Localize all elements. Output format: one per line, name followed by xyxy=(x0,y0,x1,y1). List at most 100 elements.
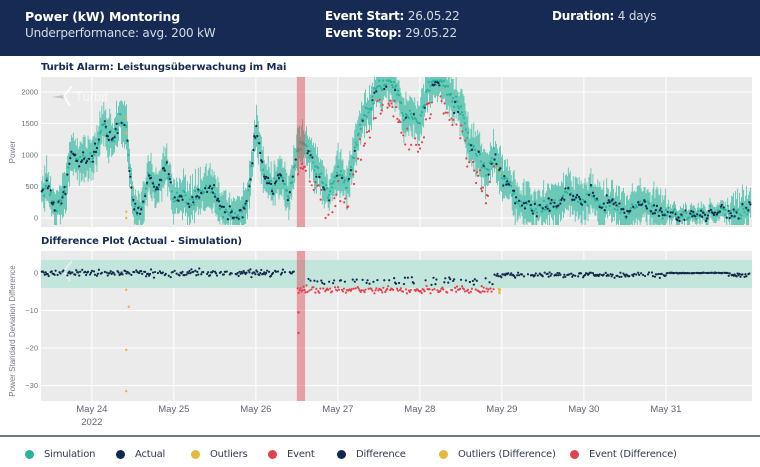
event-difference-point xyxy=(306,290,309,294)
actual-point xyxy=(602,202,605,205)
simulation-point xyxy=(116,128,119,131)
event-point xyxy=(451,123,454,127)
simulation-point xyxy=(363,114,366,117)
outlier-difference-point xyxy=(125,348,128,352)
legend-item[interactable]: Event (Difference) xyxy=(570,445,677,463)
event-point xyxy=(400,131,403,134)
difference-point xyxy=(68,270,71,273)
difference-point xyxy=(71,271,74,274)
event-point xyxy=(324,216,327,220)
difference-point xyxy=(280,271,284,274)
event-window-band-difference xyxy=(296,251,306,401)
simulation-point xyxy=(293,164,296,167)
event-point xyxy=(389,99,392,102)
actual-point xyxy=(57,200,60,203)
simulation-point xyxy=(113,134,116,137)
event-difference-point xyxy=(305,284,308,287)
xtick-label: May 28 xyxy=(404,404,435,415)
xtick-label: May 25 xyxy=(158,404,189,415)
simulation-point xyxy=(300,142,303,145)
simulation-point xyxy=(268,179,271,183)
simulation-point xyxy=(740,214,743,217)
difference-point xyxy=(147,272,150,275)
simulation-point xyxy=(414,118,417,121)
event-point xyxy=(334,204,337,208)
legend-item[interactable]: Event xyxy=(268,445,315,463)
simulation-point xyxy=(686,218,689,221)
simulation-point xyxy=(480,166,483,169)
simulation-point xyxy=(647,202,651,205)
difference-point xyxy=(660,272,663,275)
difference-point xyxy=(196,270,199,273)
actual-point xyxy=(270,189,274,193)
difference-point xyxy=(579,272,583,275)
actual-point xyxy=(140,208,143,211)
difference-point xyxy=(376,278,379,282)
event-point xyxy=(368,136,371,139)
event-difference-point xyxy=(318,291,321,294)
difference-point xyxy=(541,275,544,278)
actual-point xyxy=(198,196,201,199)
power-ytick-label: 1500 xyxy=(21,119,38,128)
simulation-point xyxy=(532,209,535,213)
simulation-point xyxy=(42,194,45,197)
simulation-point xyxy=(79,155,82,159)
actual-point xyxy=(52,201,55,204)
simulation-point xyxy=(656,210,659,214)
legend-item[interactable]: Outliers (Difference) xyxy=(439,445,556,463)
difference-point xyxy=(658,276,661,279)
simulation-point xyxy=(189,198,192,201)
legend-item[interactable]: Simulation xyxy=(25,445,95,463)
event-point xyxy=(488,180,491,183)
simulation-point xyxy=(203,191,206,194)
simulation-point xyxy=(96,142,100,145)
event-point xyxy=(484,202,488,205)
difference-point xyxy=(149,268,153,271)
difference-point xyxy=(484,277,487,280)
simulation-point xyxy=(685,211,688,214)
simulation-point xyxy=(263,173,266,176)
simulation-point xyxy=(296,147,299,151)
actual-point xyxy=(538,203,541,207)
difference-point xyxy=(239,272,242,275)
event-difference-point xyxy=(456,285,459,288)
charts-canvas[interactable]: 0 500 1000 1500 2000 Power Turbit 0 −10 −20 −30 May… xyxy=(0,0,760,435)
event-difference-series xyxy=(296,284,495,295)
legend-item[interactable]: Actual xyxy=(116,445,165,463)
actual-point xyxy=(222,205,225,208)
difference-point xyxy=(549,274,552,277)
duration: Duration: 4 days xyxy=(552,9,657,23)
difference-point xyxy=(591,271,595,275)
difference-point xyxy=(459,278,463,281)
difference-point xyxy=(276,270,280,273)
event-point xyxy=(461,130,464,133)
duration-value: 4 days xyxy=(617,9,657,23)
actual-point xyxy=(177,199,180,202)
simulation-point xyxy=(541,208,544,211)
actual-point xyxy=(270,182,273,186)
difference-point xyxy=(546,272,549,275)
actual-point xyxy=(180,195,183,198)
difference-point xyxy=(557,274,560,277)
actual-point xyxy=(657,214,660,218)
event-point xyxy=(422,136,426,139)
event-difference-point xyxy=(315,287,318,291)
actual-point xyxy=(248,185,251,188)
event-difference-point xyxy=(431,288,434,291)
actual-point xyxy=(692,210,695,213)
legend-item[interactable]: Outliers xyxy=(191,445,248,463)
actual-point xyxy=(598,205,601,209)
event-difference-point xyxy=(433,288,436,291)
difference-point xyxy=(510,272,513,275)
legend-item[interactable]: Difference xyxy=(337,445,406,463)
actual-point xyxy=(578,195,581,199)
simulation-point xyxy=(393,80,396,84)
difference-point xyxy=(332,279,336,282)
event-point xyxy=(320,188,323,191)
simulation-point xyxy=(230,208,233,211)
actual-point xyxy=(652,204,656,207)
actual-point xyxy=(76,159,79,163)
simulation-point xyxy=(43,187,46,190)
difference-point xyxy=(739,275,742,278)
actual-point xyxy=(611,198,614,201)
